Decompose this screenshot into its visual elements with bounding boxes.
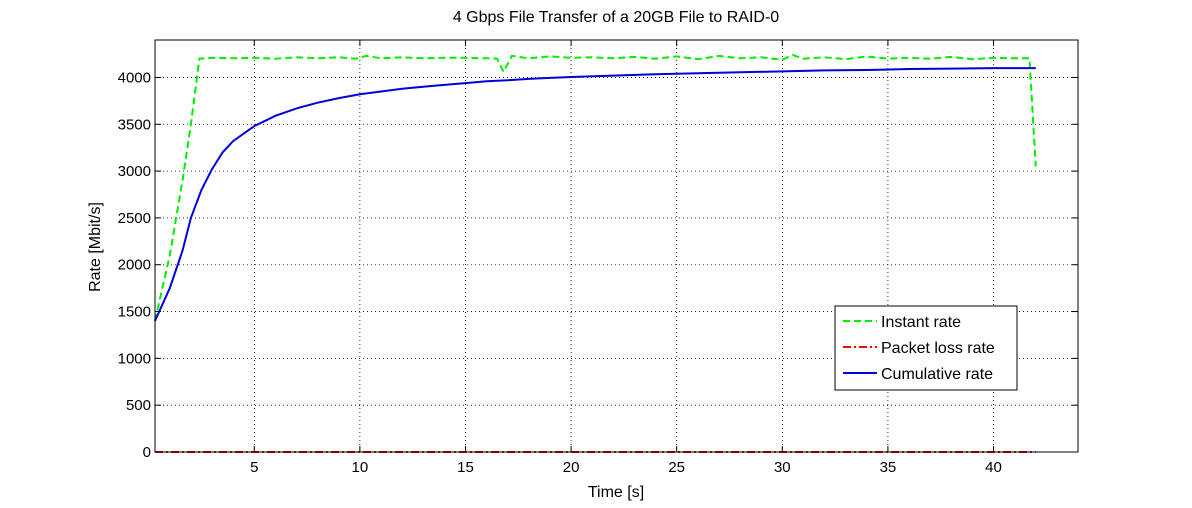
legend-entry-label: Packet loss rate bbox=[881, 340, 995, 357]
x-tick-label: 30 bbox=[774, 459, 791, 476]
x-tick-label: 10 bbox=[352, 459, 369, 476]
x-tick-label: 15 bbox=[457, 459, 474, 476]
y-tick-label: 0 bbox=[143, 444, 151, 461]
series-instant-rate-line bbox=[154, 53, 1037, 322]
x-tick-label: 35 bbox=[880, 459, 897, 476]
x-tick-label: 40 bbox=[985, 459, 1002, 476]
legend-entry-label: Instant rate bbox=[881, 314, 961, 331]
legend-entry-label: Cumulative rate bbox=[881, 366, 993, 383]
y-tick-label: 500 bbox=[126, 397, 151, 414]
y-tick-label: 3000 bbox=[118, 163, 151, 180]
y-axis-label: Rate [Mbit/s] bbox=[87, 202, 104, 292]
plot-frame bbox=[154, 39, 1079, 453]
axis-ticks: 5 10 15 20 25 30 35 40 0 500 1000 1500 2000 2500 3000 3… bbox=[118, 40, 1078, 476]
x-tick-label: 20 bbox=[563, 459, 580, 476]
x-tick-label: 25 bbox=[668, 459, 685, 476]
legend: Instant rate Packet loss rate Cumulative r… bbox=[834, 305, 1018, 391]
y-tick-label: 1500 bbox=[118, 304, 151, 321]
x-tick-label: 5 bbox=[250, 459, 258, 476]
chart-title: 4 Gbps File Transfer of a 20GB File to R… bbox=[453, 9, 779, 26]
grid-lines bbox=[155, 40, 1078, 453]
y-tick-label: 2500 bbox=[118, 210, 151, 227]
y-tick-label: 2000 bbox=[118, 257, 151, 274]
series-cumulative-rate-line bbox=[154, 67, 1036, 322]
y-tick-label: 4000 bbox=[118, 69, 151, 86]
y-tick-label: 1000 bbox=[118, 350, 151, 367]
x-axis-label: Time [s] bbox=[588, 484, 644, 501]
y-tick-label: 3500 bbox=[118, 116, 151, 133]
